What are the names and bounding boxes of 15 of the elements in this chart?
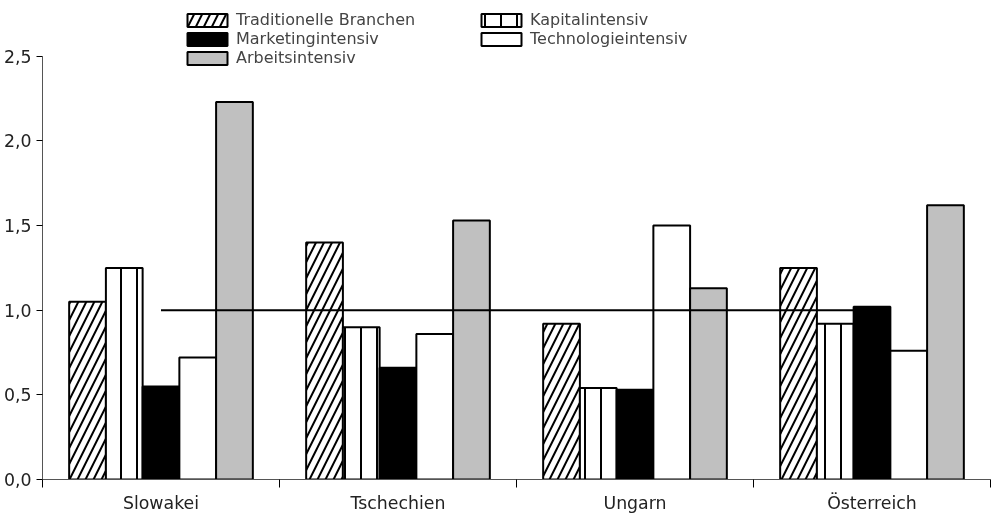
- y-tick-label: 1,5: [3, 216, 32, 237]
- x-tick-label: Tschechien: [349, 492, 446, 513]
- legend-label: Technologieintensiv: [530, 29, 689, 48]
- x-tick-label: Slowakei: [122, 492, 200, 513]
- x-tick-label: Österreich: [827, 491, 917, 513]
- legend-label: Kapitalintensiv: [530, 10, 650, 29]
- y-tick-label: 2,0: [3, 131, 32, 152]
- y-tick-label: 0,0: [3, 470, 32, 490]
- x-tick-label: Ungarn: [603, 492, 667, 513]
- legend-label: Marketingintensiv: [236, 29, 380, 48]
- y-tick-label: 2,5: [3, 46, 32, 67]
- legend-label: Arbeitsintensiv: [236, 48, 357, 67]
- y-tick-label: 0,5: [3, 385, 32, 406]
- legend-label: Traditionelle Branchen: [236, 10, 417, 29]
- y-tick-label: 1,0: [3, 300, 32, 321]
